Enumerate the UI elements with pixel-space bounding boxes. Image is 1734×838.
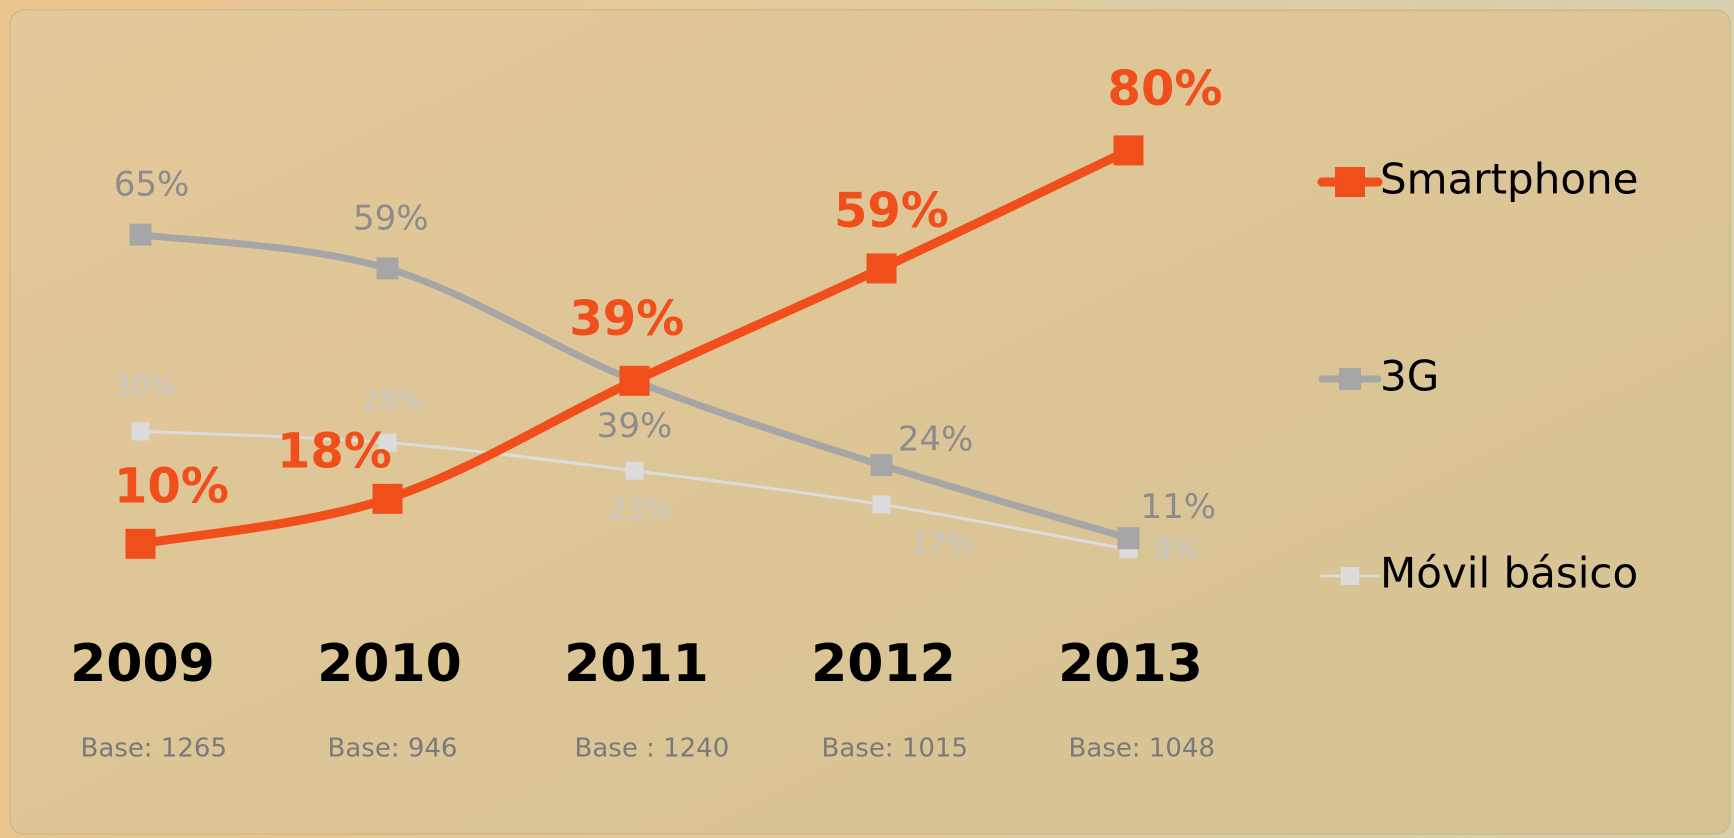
marker — [131, 422, 150, 441]
marker — [1113, 135, 1144, 166]
x-tick-label: 2012 — [811, 634, 956, 694]
x-tick-label: 2010 — [317, 634, 462, 694]
marker — [376, 257, 399, 280]
panel — [9, 9, 1731, 835]
marker — [625, 461, 644, 480]
data-label: 24% — [898, 419, 974, 459]
base-label: Base: 1048 — [1069, 734, 1216, 764]
marker — [870, 454, 893, 477]
data-label: 39% — [569, 291, 684, 347]
base-label: Base: 1015 — [822, 734, 969, 764]
base-label: Base : 1240 — [575, 734, 730, 764]
data-label: 39% — [597, 406, 673, 446]
data-label: 18% — [277, 424, 392, 480]
marker — [866, 253, 897, 284]
marker — [125, 528, 156, 559]
data-label: 80% — [1108, 61, 1223, 117]
legend-marker — [1339, 368, 1361, 390]
data-label: 9% — [1154, 533, 1198, 566]
marker — [619, 365, 650, 396]
x-tick-label: 2013 — [1058, 634, 1203, 694]
x-tick-label: 2011 — [564, 634, 709, 694]
data-label: 17% — [911, 526, 973, 559]
data-label: 65% — [114, 165, 190, 205]
data-label: 11% — [1140, 487, 1216, 527]
legend-marker — [1341, 567, 1359, 585]
data-label: 30% — [114, 369, 176, 402]
legend-label: 3G — [1380, 352, 1439, 401]
data-label: 10% — [114, 459, 229, 515]
data-label: 59% — [834, 183, 949, 239]
marker — [129, 223, 152, 246]
data-label: 28% — [362, 384, 424, 417]
base-label: Base: 946 — [328, 734, 458, 764]
marker — [372, 483, 403, 514]
base-label: Base: 1265 — [81, 734, 228, 764]
x-tick-label: 2009 — [70, 634, 215, 694]
marker — [1117, 527, 1140, 550]
legend-marker — [1335, 167, 1365, 197]
marker — [872, 495, 891, 514]
legend-label: Móvil básico — [1380, 549, 1638, 598]
data-label: 23% — [609, 493, 671, 526]
legend-label: Smartphone — [1380, 155, 1638, 204]
data-label: 59% — [353, 198, 429, 238]
marker — [378, 433, 397, 452]
